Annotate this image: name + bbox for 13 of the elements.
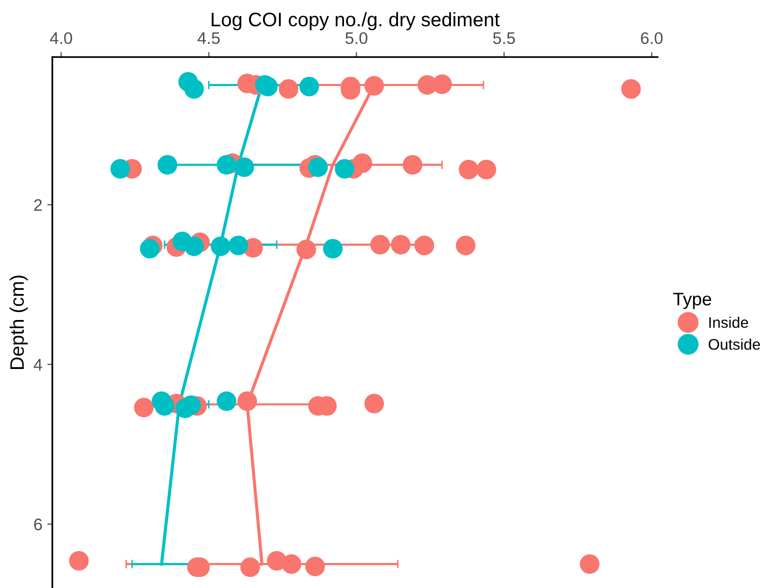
x-axis-title: Log COI copy no./g. dry sediment [212,12,500,30]
y-tick-label: 6 [34,518,42,530]
x-tick-label: 4.0 [50,32,72,44]
y-axis-title: Depth (cm) [10,276,28,369]
x-tick-label: 5.5 [493,32,515,44]
legend-label: Outside [708,338,760,350]
y-tick-label: 2 [34,199,42,211]
y-tick-label: 4 [34,359,42,370]
x-tick-label: 4.5 [198,32,220,44]
x-tick-label: 5.0 [346,32,368,44]
legend-title: Type [673,292,712,310]
legend-label: Inside [709,316,748,328]
x-tick-label: 6.0 [640,32,663,44]
